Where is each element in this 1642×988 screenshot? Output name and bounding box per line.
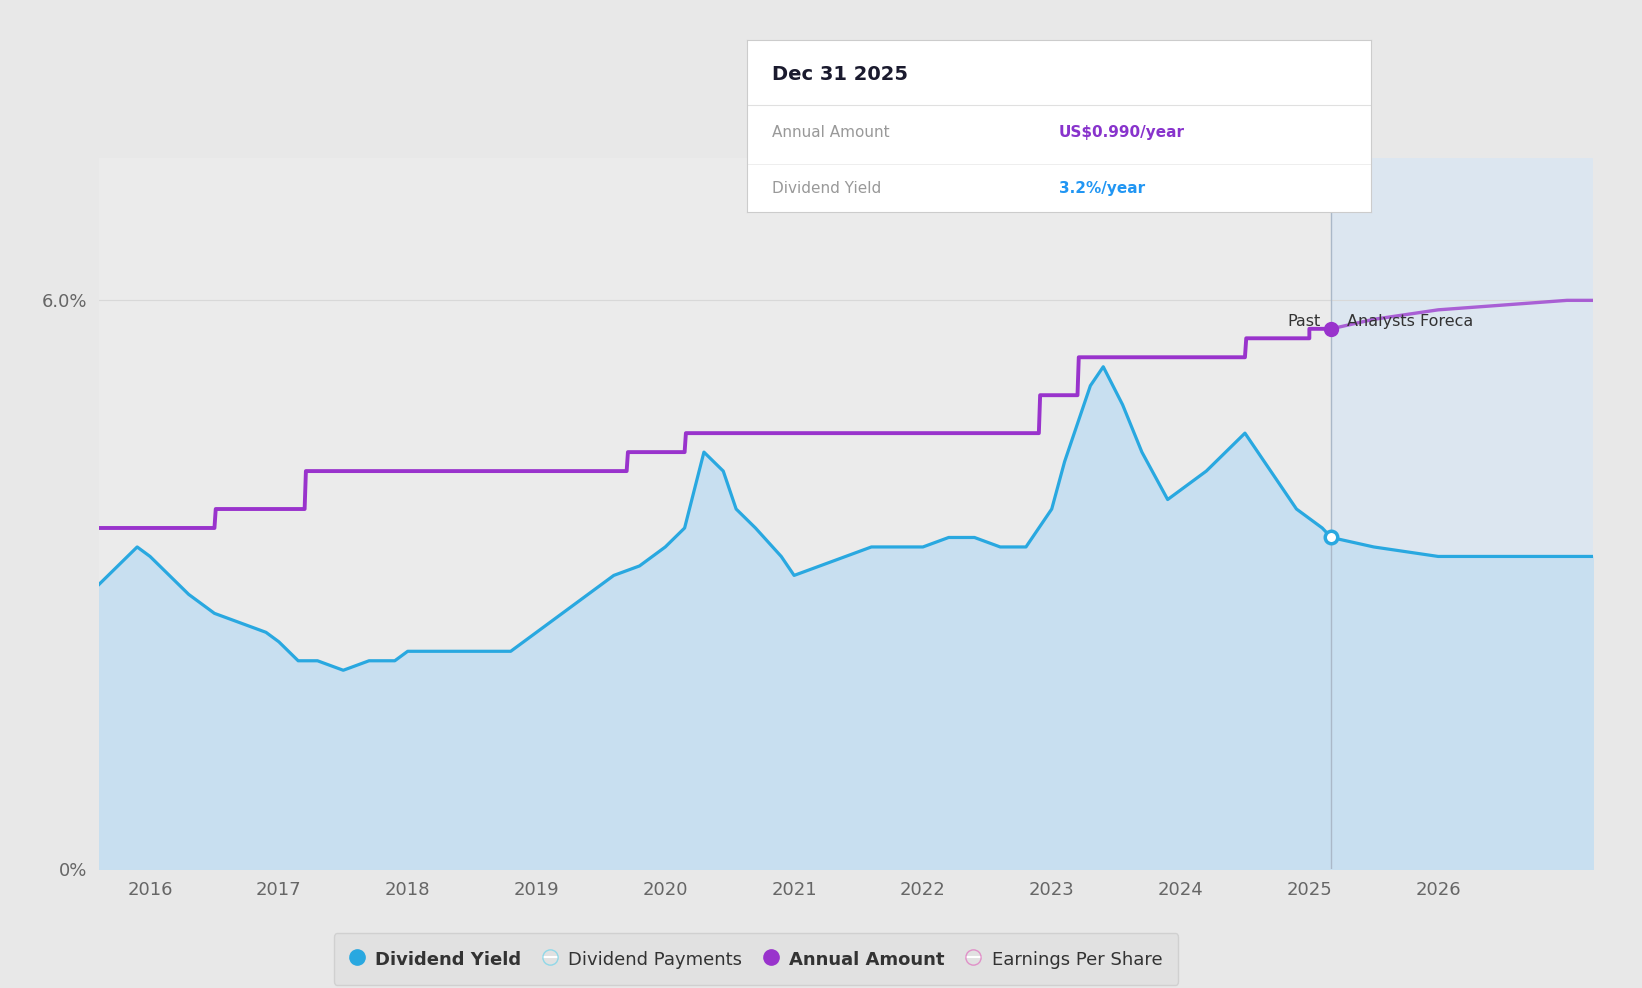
Text: 3.2%/year: 3.2%/year xyxy=(1059,181,1144,196)
Text: Annual Amount: Annual Amount xyxy=(772,125,890,140)
Bar xyxy=(1332,158,1593,869)
Text: Past: Past xyxy=(1287,314,1320,329)
Text: US$0.990/year: US$0.990/year xyxy=(1059,125,1186,140)
Legend: Dividend Yield, Dividend Payments, Annual Amount, Earnings Per Share: Dividend Yield, Dividend Payments, Annua… xyxy=(333,933,1179,985)
Text: Analysts Foreca: Analysts Foreca xyxy=(1346,314,1473,329)
Text: Dec 31 2025: Dec 31 2025 xyxy=(772,64,908,84)
Text: Dividend Yield: Dividend Yield xyxy=(772,181,882,196)
